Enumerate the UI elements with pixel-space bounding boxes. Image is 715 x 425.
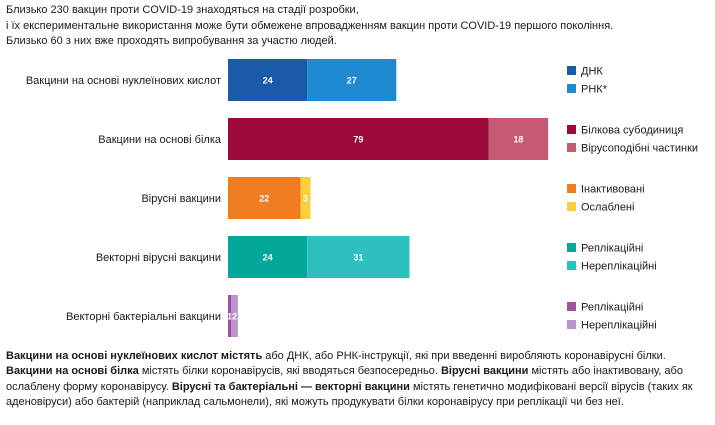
legend-label-2-0: Інактивовані	[581, 184, 645, 196]
desc-nucleic-bold: Вакцини на основі нуклеїнових кислот міс…	[6, 350, 263, 362]
row-label-0: Вакцини на основі нуклеїнових кислот	[26, 75, 221, 87]
desc-viral-text: містять або інактивовану, або ослаблену …	[6, 365, 683, 393]
legend-label-0-0: ДНК	[581, 66, 603, 78]
description: Вакцини на основі нуклеїнових кислот міс…	[6, 349, 711, 410]
bar-value-2-1: 3	[303, 194, 308, 204]
intro-line-1: Близько 230 вакцин проти COVID-19 знаход…	[6, 4, 359, 16]
legend-label-4-0: Реплікаційні	[581, 302, 643, 314]
bar-value-2-0: 22	[259, 194, 269, 204]
bar-value-4-1: 2	[232, 312, 237, 322]
legend-label-1-1: Вірусоподібні частинки	[581, 143, 698, 155]
legend-label-2-1: Ослаблені	[581, 202, 634, 214]
legend-swatch-1-0	[567, 125, 576, 134]
legend-swatch-4-0	[567, 302, 576, 311]
bar-0-1	[307, 59, 397, 101]
desc-viral-bold: Вірусні вакцини	[440, 365, 529, 378]
legend-swatch-0-1	[567, 84, 576, 93]
legend-swatch-3-0	[567, 243, 576, 252]
desc-nucleic-text: або ДНК, або РНК-інструкції, які при вве…	[262, 350, 666, 362]
legend-swatch-3-1	[567, 261, 576, 270]
bar-value-3-0: 24	[263, 253, 273, 263]
bar-value-1-1: 18	[513, 135, 523, 145]
bar-1-1	[488, 118, 549, 160]
row-label-3: Векторні вірусні вакцини	[96, 252, 221, 264]
legend-label-3-0: Реплікаційні	[581, 243, 643, 255]
intro-line-2: і їх експериментальне використання може …	[6, 19, 614, 32]
legend-swatch-2-1	[567, 202, 576, 211]
bar-2-0	[228, 177, 301, 219]
row-label-4: Векторні бактеріальні вакцини	[66, 311, 221, 323]
legend-label-1-0: Білкова субодиниця	[581, 125, 683, 137]
legend-swatch-2-0	[567, 184, 576, 193]
bar-4-0	[228, 295, 232, 337]
legend-swatch-1-1	[567, 143, 576, 152]
intro-text: Близько 230 вакцин проти COVID-19 знаход…	[6, 3, 613, 50]
legend-swatch-0-0	[567, 66, 576, 75]
desc-protein-text: містять білки коронавірусів, які вводять…	[138, 365, 441, 378]
row-label-1: Вакцини на основі білка	[98, 134, 222, 146]
bar-value-4-0: 1	[227, 312, 232, 322]
legend-swatch-4-1	[567, 320, 576, 329]
bar-0-0	[228, 59, 308, 101]
bar-1-0	[228, 118, 489, 160]
desc-protein-bold: Вакцини на основі білка	[6, 365, 139, 378]
desc-vector-text: містять генетично модифіковані версії ві…	[6, 380, 693, 408]
intro-line-3: Близько 60 з них вже проходять випробува…	[6, 35, 337, 47]
bar-3-0	[228, 236, 308, 278]
bar-3-1	[307, 236, 410, 278]
desc-vector-bold: Вірусні та бактеріальні — векторні вакци…	[171, 380, 410, 393]
vaccine-stacked-bar-chart: Вакцини на основі нуклеїнових кислот 24 ДН…	[26, 59, 698, 337]
bar-value-1-0: 79	[353, 135, 363, 145]
bar-value-0-0: 24	[263, 76, 273, 86]
bar-value-3-1: 31	[353, 253, 363, 263]
bar-4-1	[231, 295, 238, 337]
legend-label-0-1: РНК*	[581, 84, 608, 96]
legend-label-4-1: Нереплікаційні	[581, 320, 657, 332]
bar-2-1	[300, 177, 311, 219]
row-label-2: Вірусні вакцини	[141, 193, 221, 205]
legend-label-3-1: Нереплікаційні	[581, 261, 657, 273]
bar-value-0-1: 27	[347, 76, 357, 86]
